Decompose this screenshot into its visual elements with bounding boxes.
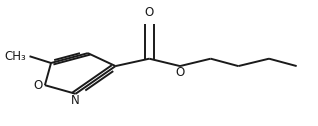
Text: CH₃: CH₃ [5, 50, 26, 63]
Text: O: O [145, 6, 154, 19]
Text: N: N [71, 94, 80, 107]
Text: O: O [175, 66, 185, 79]
Text: O: O [33, 79, 43, 92]
